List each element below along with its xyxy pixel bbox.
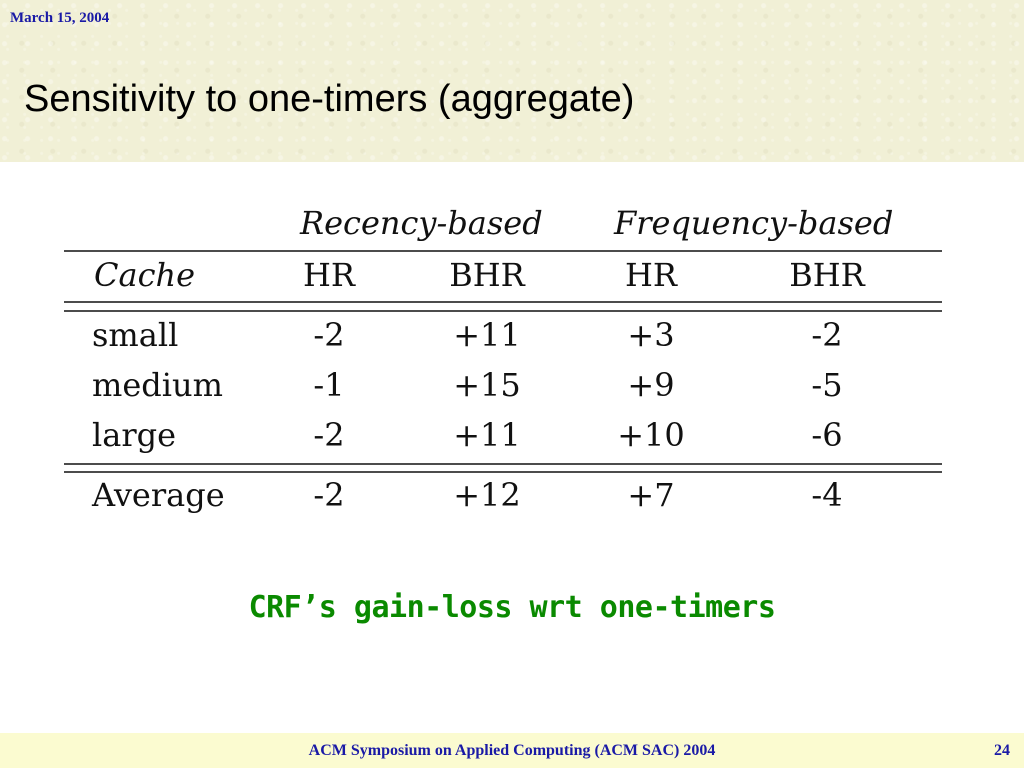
cell-average-frequency-bhr: -4 (811, 476, 842, 514)
cell-large-frequency-bhr: -6 (811, 416, 842, 454)
cell-small-frequency-bhr: -2 (811, 316, 842, 354)
cell-small-recency-bhr: +11 (453, 316, 521, 354)
cell-average-recency-hr: -2 (313, 476, 344, 514)
slide-title: Sensitivity to one-timers (aggregate) (24, 78, 635, 120)
cell-large-recency-hr: -2 (313, 416, 344, 454)
row-label-small: small (92, 316, 178, 354)
col-header-frequency-hr: HR (625, 256, 678, 294)
cell-medium-frequency-hr: +9 (627, 366, 674, 404)
row-label-large: large (92, 416, 176, 454)
cell-average-frequency-hr: +7 (627, 476, 674, 514)
col-header-cache: Cache (94, 256, 195, 294)
row-label-average: Average (91, 476, 225, 514)
cell-large-frequency-hr: +10 (617, 416, 685, 454)
slide-date: March 15, 2004 (10, 10, 110, 26)
cell-small-frequency-hr: +3 (627, 316, 674, 354)
cell-large-recency-bhr: +11 (453, 416, 521, 454)
slide-caption: CRF’s gain-loss wrt one-timers (248, 590, 776, 625)
cell-small-recency-hr: -2 (313, 316, 344, 354)
row-label-medium: medium (92, 366, 223, 404)
footer-band (0, 733, 1024, 768)
results-table-svg: Recency-based Frequency-based Cache HR B… (64, 204, 942, 514)
cell-medium-recency-hr: -1 (313, 366, 344, 404)
page-number: 24 (994, 742, 1010, 759)
footer-conference: ACM Symposium on Applied Computing (ACM … (308, 742, 716, 759)
cell-average-recency-bhr: +12 (453, 476, 521, 514)
results-table: Recency-based Frequency-based Cache HR B… (64, 196, 944, 526)
header-band (0, 0, 1024, 162)
col-header-frequency-bhr: BHR (789, 256, 865, 294)
col-header-recency-hr: HR (303, 256, 356, 294)
cell-medium-recency-bhr: +15 (453, 366, 521, 404)
col-header-recency-bhr: BHR (449, 256, 525, 294)
group-header-recency: Recency-based (299, 204, 543, 242)
cell-medium-frequency-bhr: -5 (811, 366, 842, 404)
group-header-frequency: Frequency-based (613, 204, 893, 242)
